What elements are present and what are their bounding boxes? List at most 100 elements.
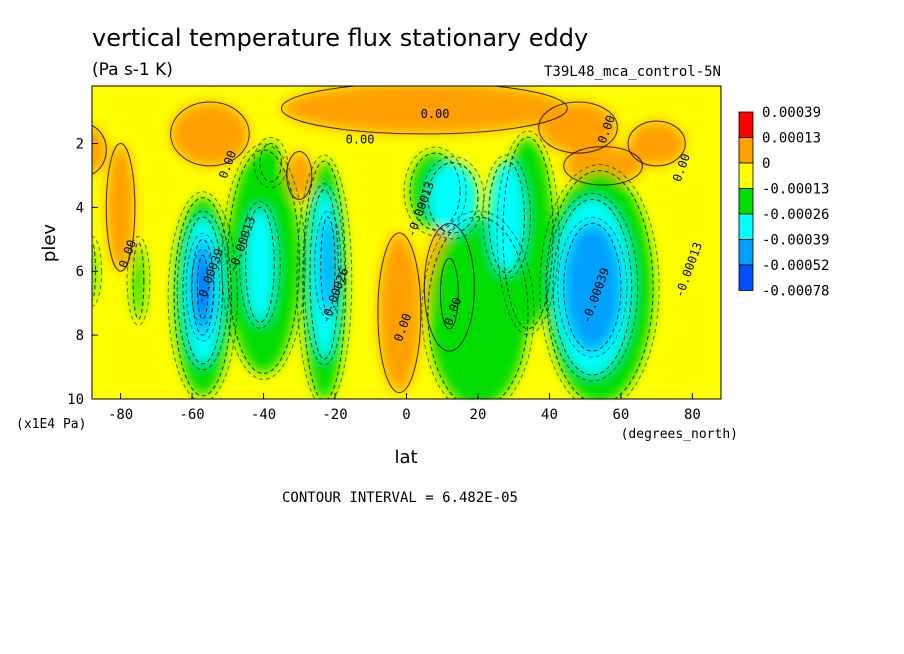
contour-region-level-3 <box>133 242 144 320</box>
colorbar-swatch <box>738 137 754 164</box>
y-tick-label: 2 <box>76 136 84 152</box>
y-axis-unit: (x1E4 Pa) <box>16 417 86 432</box>
contour-line <box>185 232 221 342</box>
contour-line <box>132 242 145 320</box>
contour-region-level-1 <box>563 146 643 186</box>
y-axis: 2 4 6 8 10 <box>67 136 98 408</box>
x-axis-unit: (degrees_north) <box>621 427 738 442</box>
chart-title: vertical temperature flux stationary edd… <box>92 24 588 52</box>
colorbar-swatch <box>738 162 754 189</box>
x-tick-label: -20 <box>322 407 347 423</box>
contour-line <box>377 232 422 394</box>
contour-line <box>191 238 215 336</box>
x-tick-label: 0 <box>402 407 410 423</box>
x-tick-label: 20 <box>470 407 487 423</box>
contour-line <box>92 236 103 307</box>
x-tick-label: -60 <box>179 407 204 423</box>
contour-region-level-1 <box>170 101 250 166</box>
contour-line <box>421 210 535 399</box>
contour-line <box>92 125 107 175</box>
colorbar-label: 0.00013 <box>762 131 821 147</box>
contour-region-level-1 <box>538 101 618 154</box>
colorbar-label: -0.00078 <box>762 284 829 300</box>
contour-line <box>496 130 560 336</box>
colorbar-label: -0.00026 <box>762 207 829 223</box>
contour-line <box>170 101 250 167</box>
x-tick-label: 60 <box>613 407 630 423</box>
contour-line <box>557 216 628 358</box>
x-tick-label: 80 <box>684 407 701 423</box>
contour-field <box>92 86 721 399</box>
contour-line <box>221 143 306 380</box>
contour-line <box>182 216 223 365</box>
contour-line <box>439 257 459 330</box>
contour-region-level-1 <box>377 232 421 393</box>
contour-line <box>173 197 232 397</box>
colorbar-label: 0 <box>762 156 770 172</box>
contour-line <box>239 200 281 329</box>
y-tick-label: 6 <box>76 264 84 280</box>
contour-line <box>482 154 531 280</box>
colorbar-label: -0.00039 <box>762 233 829 249</box>
contour-region-level-5 <box>320 216 336 313</box>
contour-region-level-1 <box>92 125 107 174</box>
x-axis-label: lat <box>394 447 417 468</box>
y-axis-label: plev <box>39 224 60 263</box>
colorbar-label: -0.00052 <box>762 258 829 274</box>
contour-line <box>167 191 238 399</box>
contour-interval: CONTOUR INTERVAL = 6.482E-05 <box>282 490 518 506</box>
colorbar-swatch <box>738 213 754 240</box>
y-tick-label: 10 <box>67 392 84 408</box>
contour-label: 0.00 <box>421 107 450 121</box>
dataset-label: T39L48_mca_control-5N <box>544 64 721 80</box>
contour-line <box>539 164 660 399</box>
colorbar-swatch <box>738 188 754 215</box>
contour-line <box>563 146 643 186</box>
colorbar-label: 0.00039 <box>762 105 821 121</box>
contour-line <box>409 152 461 231</box>
contour-line <box>105 142 136 272</box>
contour-line <box>552 198 633 376</box>
contour-line <box>320 216 336 314</box>
contour-line <box>196 254 209 320</box>
contour-label: 0.00 <box>346 132 375 146</box>
contour-line <box>421 156 485 240</box>
contour-line <box>245 206 275 323</box>
contour-region-level-6 <box>197 255 209 320</box>
contour-line <box>403 146 467 237</box>
contour-line <box>563 222 622 352</box>
contour-region-level-1 <box>106 143 135 272</box>
contour-line <box>627 120 686 167</box>
contour-line <box>176 210 229 371</box>
y-tick-label: 8 <box>76 328 84 344</box>
contour-line <box>280 86 568 135</box>
x-tick-label: -80 <box>108 407 133 423</box>
x-tick-label: -40 <box>251 407 276 423</box>
colorbar-swatch <box>738 111 754 138</box>
chart-units: (Pa s-1 K) <box>92 60 173 80</box>
contour-region-level-3 <box>259 143 282 182</box>
contour-line <box>423 222 475 352</box>
x-axis: -80 -60 -40 -20 0 20 40 60 80 <box>108 393 701 423</box>
contour-line <box>253 136 288 189</box>
contour-line <box>303 183 346 366</box>
contour-line <box>126 236 151 326</box>
contour-region-level-1 <box>281 86 568 134</box>
colorbar-legend: 0.00039 0.00013 0 -0.00013 -0.00026 -0.00039 -… <box>738 105 829 300</box>
contour-region-level-5 <box>563 223 621 352</box>
contour-line <box>502 136 554 330</box>
contour-line <box>314 210 342 320</box>
contour-line <box>545 170 654 399</box>
contour-line <box>227 149 300 374</box>
colorbar-swatch <box>738 264 754 291</box>
contour-line <box>296 154 353 399</box>
contour-line <box>427 162 479 234</box>
contour-line <box>309 189 340 360</box>
contour-line <box>427 216 529 399</box>
colorbar-label: -0.00013 <box>762 182 829 198</box>
contour-line <box>259 142 282 183</box>
colorbar-swatch <box>738 239 754 266</box>
contour-line <box>488 160 525 274</box>
contour-line <box>538 101 618 154</box>
